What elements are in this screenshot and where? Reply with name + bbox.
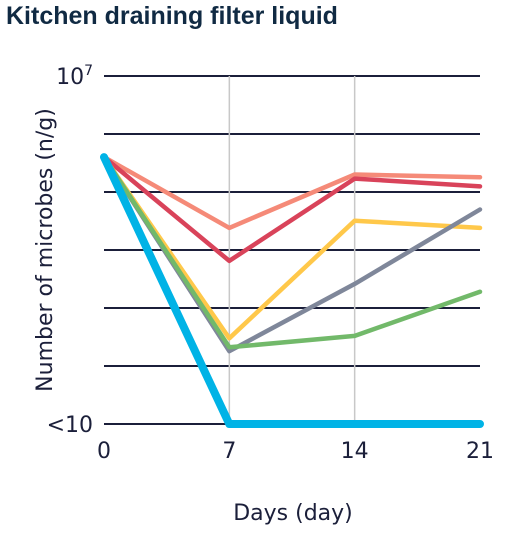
y-tick-exponent: 7: [84, 63, 93, 79]
series-line: [100, 153, 484, 428]
x-tick-label: 21: [466, 439, 494, 464]
x-tick-label: 7: [222, 439, 236, 464]
series-line: [101, 154, 483, 350]
x-tick-label: 0: [97, 439, 111, 464]
x-tick-labels: 0 7 14 21: [97, 439, 494, 464]
y-axis-label: Number of microbes (n/g): [33, 108, 58, 392]
y-tick-label: 107: [56, 63, 93, 90]
chart-title: Kitchen draining filter liquid: [6, 2, 338, 30]
x-tick-label: 14: [341, 439, 369, 464]
series-lines: [100, 153, 484, 428]
series-line: [101, 154, 483, 264]
y-tick-base: 10: [56, 65, 84, 90]
series-line: [101, 154, 483, 354]
y-tick-label: <10: [47, 413, 93, 438]
y-tick-labels: <10 107: [47, 63, 93, 438]
x-axis-label: Days (day): [233, 501, 353, 526]
vertical-gridlines: [228, 76, 356, 424]
series-line: [101, 154, 483, 341]
series-line: [101, 154, 483, 231]
horizontal-gridlines: [104, 75, 480, 425]
y-tick-base: <10: [47, 413, 93, 438]
